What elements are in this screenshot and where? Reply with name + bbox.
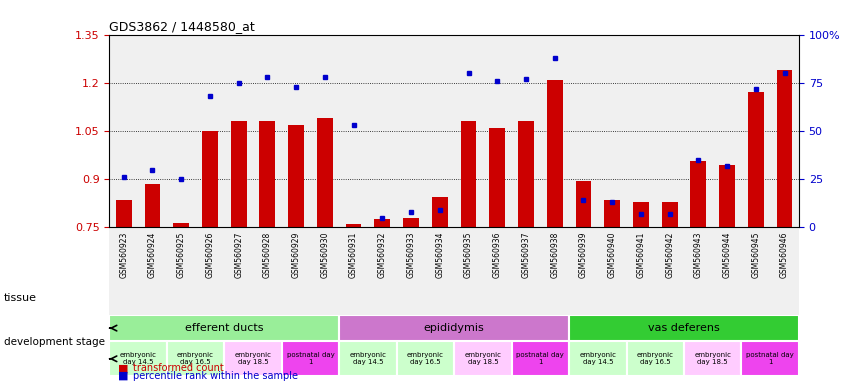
Text: GSM560939: GSM560939 bbox=[579, 232, 588, 278]
Bar bbox=[432, 197, 447, 227]
Bar bbox=[282, 341, 339, 376]
Bar bbox=[511, 341, 569, 376]
Bar bbox=[777, 70, 792, 227]
Text: postnatal day
1: postnatal day 1 bbox=[516, 352, 564, 365]
Bar bbox=[339, 315, 569, 341]
Bar bbox=[202, 131, 218, 227]
Text: GSM560936: GSM560936 bbox=[493, 232, 502, 278]
Text: ■: ■ bbox=[118, 371, 128, 381]
Text: embryonic
day 18.5: embryonic day 18.5 bbox=[235, 352, 272, 365]
Bar bbox=[748, 93, 764, 227]
Text: GSM560937: GSM560937 bbox=[521, 232, 531, 278]
Text: GSM560941: GSM560941 bbox=[637, 232, 645, 278]
Text: transformed count: transformed count bbox=[133, 363, 224, 373]
Text: GSM560927: GSM560927 bbox=[234, 232, 243, 278]
Text: GSM560940: GSM560940 bbox=[608, 232, 616, 278]
Text: GSM560942: GSM560942 bbox=[665, 232, 674, 278]
Text: embryonic
day 18.5: embryonic day 18.5 bbox=[695, 352, 731, 365]
Text: GSM560928: GSM560928 bbox=[263, 232, 272, 278]
Bar bbox=[346, 224, 362, 227]
Text: GSM560944: GSM560944 bbox=[722, 232, 732, 278]
Text: vas deferens: vas deferens bbox=[648, 323, 720, 333]
Bar bbox=[633, 202, 648, 227]
Text: GSM560926: GSM560926 bbox=[205, 232, 214, 278]
Bar bbox=[260, 121, 275, 227]
Text: postnatal day
1: postnatal day 1 bbox=[746, 352, 794, 365]
Bar bbox=[374, 219, 390, 227]
Text: tissue: tissue bbox=[4, 293, 37, 303]
Bar bbox=[662, 202, 678, 227]
Text: GSM560934: GSM560934 bbox=[436, 232, 444, 278]
Text: GSM560935: GSM560935 bbox=[464, 232, 473, 278]
Text: embryonic
day 14.5: embryonic day 14.5 bbox=[350, 352, 386, 365]
Bar bbox=[605, 200, 620, 227]
Bar bbox=[742, 341, 799, 376]
Text: efferent ducts: efferent ducts bbox=[185, 323, 263, 333]
Text: GSM560931: GSM560931 bbox=[349, 232, 358, 278]
Bar bbox=[518, 121, 534, 227]
Text: development stage: development stage bbox=[4, 337, 105, 347]
Bar bbox=[547, 79, 563, 227]
Bar bbox=[288, 124, 304, 227]
Bar bbox=[569, 315, 799, 341]
Text: GSM560945: GSM560945 bbox=[751, 232, 760, 278]
Bar bbox=[339, 341, 397, 376]
Bar bbox=[167, 341, 225, 376]
Bar bbox=[575, 181, 591, 227]
Bar bbox=[317, 118, 333, 227]
Bar bbox=[225, 341, 282, 376]
Bar bbox=[684, 341, 742, 376]
Bar bbox=[461, 121, 476, 227]
Text: embryonic
day 18.5: embryonic day 18.5 bbox=[464, 352, 501, 365]
Text: epididymis: epididymis bbox=[424, 323, 484, 333]
Bar bbox=[690, 162, 706, 227]
Text: postnatal day
1: postnatal day 1 bbox=[287, 352, 335, 365]
Text: GSM560925: GSM560925 bbox=[177, 232, 186, 278]
Bar bbox=[145, 184, 161, 227]
Text: GSM560933: GSM560933 bbox=[406, 232, 415, 278]
Bar bbox=[403, 218, 419, 227]
Bar bbox=[109, 341, 167, 376]
Bar bbox=[454, 341, 511, 376]
Bar bbox=[569, 341, 627, 376]
Text: GSM560943: GSM560943 bbox=[694, 232, 703, 278]
Text: GSM560923: GSM560923 bbox=[119, 232, 128, 278]
Text: ■: ■ bbox=[118, 363, 128, 373]
Bar bbox=[719, 165, 735, 227]
Text: embryonic
day 16.5: embryonic day 16.5 bbox=[637, 352, 674, 365]
Bar bbox=[116, 200, 131, 227]
Bar bbox=[109, 315, 339, 341]
Bar bbox=[230, 121, 246, 227]
Text: embryonic
day 16.5: embryonic day 16.5 bbox=[177, 352, 214, 365]
Text: GSM560946: GSM560946 bbox=[780, 232, 789, 278]
Text: GSM560929: GSM560929 bbox=[292, 232, 300, 278]
Bar bbox=[397, 341, 454, 376]
Text: GSM560930: GSM560930 bbox=[320, 232, 330, 278]
Text: embryonic
day 16.5: embryonic day 16.5 bbox=[407, 352, 444, 365]
Text: GSM560924: GSM560924 bbox=[148, 232, 157, 278]
Text: GSM560938: GSM560938 bbox=[550, 232, 559, 278]
Bar bbox=[173, 223, 189, 227]
Text: embryonic
day 14.5: embryonic day 14.5 bbox=[119, 352, 156, 365]
Text: GSM560932: GSM560932 bbox=[378, 232, 387, 278]
Text: embryonic
day 14.5: embryonic day 14.5 bbox=[579, 352, 616, 365]
Bar bbox=[489, 128, 505, 227]
Bar bbox=[627, 341, 684, 376]
Text: GDS3862 / 1448580_at: GDS3862 / 1448580_at bbox=[109, 20, 255, 33]
Text: percentile rank within the sample: percentile rank within the sample bbox=[133, 371, 298, 381]
